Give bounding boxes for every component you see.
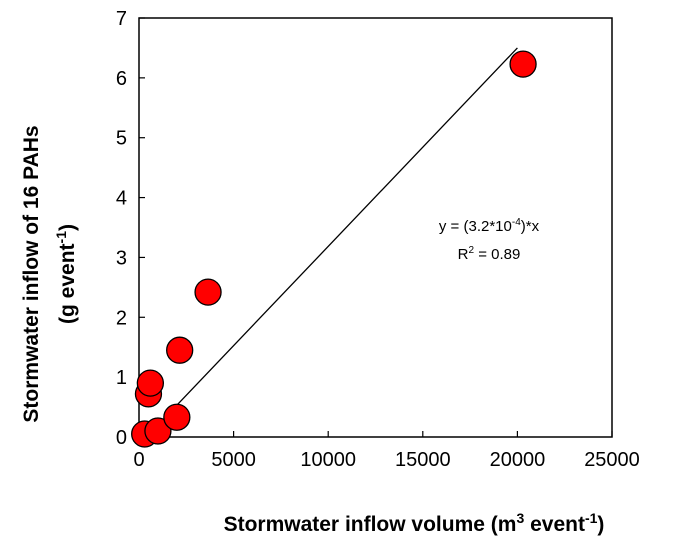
data-point (136, 369, 165, 397)
y-tick-label: 0 (116, 427, 127, 449)
x-tick-label: 20000 (490, 449, 546, 471)
y-axis-title-line2: (g event-1) (53, 224, 79, 324)
y-tick-label: 3 (116, 247, 127, 269)
data-point (144, 417, 172, 445)
x-axis-title: Stormwater inflow volume (m3 event-1) (224, 510, 605, 536)
r2-annotation: R2 = 0.89 (458, 245, 521, 263)
data-point (163, 403, 191, 431)
data-point (509, 50, 537, 78)
x-tick-label: 15000 (395, 449, 451, 471)
points-group (131, 50, 537, 448)
y-tick-label: 5 (116, 128, 127, 150)
data-point (166, 336, 194, 364)
y-tick-label: 1 (116, 367, 127, 389)
x-tick-label: 0 (133, 449, 144, 471)
x-tick-label: 10000 (300, 449, 356, 471)
y-tick-label: 2 (116, 307, 127, 329)
y-ticks: 0 1 2 3 4 5 6 7 (116, 8, 145, 449)
data-point (194, 278, 222, 306)
x-tick-label: 5000 (211, 449, 256, 471)
fit-line (157, 47, 518, 426)
y-tick-label: 4 (116, 188, 127, 210)
x-tick-label: 25000 (584, 449, 640, 471)
equation-annotation: y = (3.2*10-4)*x (439, 217, 540, 235)
y-tick-label: 6 (116, 68, 127, 90)
y-tick-label: 7 (116, 8, 127, 30)
y-axis-title-line1: Stormwater inflow of 16 PAHs (20, 125, 43, 422)
x-ticks: 0 5000 10000 15000 20000 25000 (133, 431, 640, 471)
plot-frame (138, 17, 613, 438)
